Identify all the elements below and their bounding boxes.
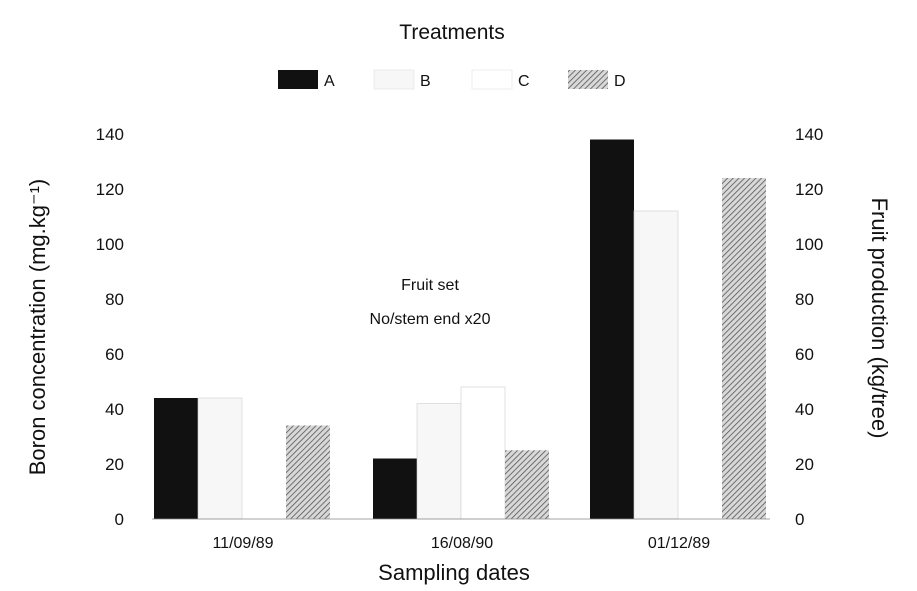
legend-swatch-a xyxy=(278,70,318,89)
right-y-tick-label: 80 xyxy=(795,290,814,309)
right-y-tick-label: 120 xyxy=(795,180,823,199)
right-y-axis-ticks: 0 20 40 60 80 100 120 140 xyxy=(795,125,823,529)
bar-a-1 xyxy=(154,398,198,519)
x-axis-title: Sampling dates xyxy=(378,560,530,585)
right-y-tick-label: 100 xyxy=(795,235,823,254)
bar-c-2 xyxy=(460,386,506,520)
bars xyxy=(154,139,766,520)
chart-title: Treatments xyxy=(399,21,504,44)
legend-swatch-b xyxy=(373,69,415,90)
left-axis-title: Boron concentration (mg.kg⁻¹) xyxy=(25,179,50,476)
right-y-tick-label: 140 xyxy=(795,125,823,144)
category-label: 01/12/89 xyxy=(648,535,710,552)
legend-swatch-d xyxy=(568,70,608,89)
bar-b-1 xyxy=(197,397,243,520)
left-y-tick-label: 20 xyxy=(105,455,124,474)
left-y-axis-ticks: 0 20 40 60 80 100 120 140 xyxy=(96,125,124,529)
left-y-tick-label: 60 xyxy=(105,345,124,364)
left-y-tick-label: 0 xyxy=(115,510,124,529)
right-axis-title: Fruit production (kg/tree) xyxy=(867,198,892,439)
bar-b-2 xyxy=(416,403,462,520)
annotation-line-2: No/stem end x20 xyxy=(370,311,491,328)
legend-label-c: C xyxy=(518,73,530,90)
bar-a-2 xyxy=(373,458,417,519)
left-y-tick-label: 80 xyxy=(105,290,124,309)
right-y-tick-label: 20 xyxy=(795,455,814,474)
legend: A B C D xyxy=(278,69,626,90)
legend-label-b: B xyxy=(420,73,431,90)
left-y-tick-label: 40 xyxy=(105,400,124,419)
left-y-tick-label: 100 xyxy=(96,235,124,254)
bar-b-3 xyxy=(633,210,679,520)
legend-swatch-c xyxy=(471,69,513,90)
right-y-tick-label: 0 xyxy=(795,510,804,529)
category-label: 16/08/90 xyxy=(431,535,493,552)
category-label: 11/09/89 xyxy=(212,535,273,552)
annotation-line-1: Fruit set xyxy=(401,277,459,294)
left-y-tick-label: 120 xyxy=(96,180,124,199)
bar-d-1 xyxy=(286,425,330,519)
category-labels: 11/09/89 16/08/90 01/12/89 xyxy=(212,535,710,552)
legend-label-d: D xyxy=(614,73,626,90)
legend-label-a: A xyxy=(324,73,335,90)
right-y-tick-label: 40 xyxy=(795,400,814,419)
left-y-tick-label: 140 xyxy=(96,125,124,144)
bar-d-2 xyxy=(505,450,549,519)
bar-a-3 xyxy=(590,139,634,519)
right-y-tick-label: 60 xyxy=(795,345,814,364)
bar-d-3 xyxy=(722,178,766,519)
